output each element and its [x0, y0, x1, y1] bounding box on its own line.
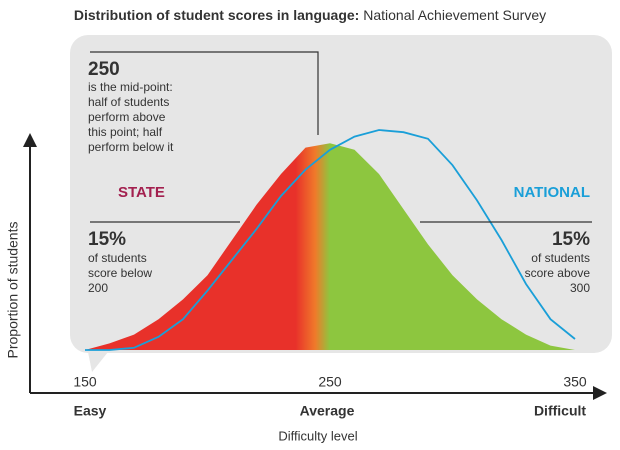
x-axis-label: Difficulty level	[278, 428, 357, 443]
x-tick-label: 250	[318, 374, 342, 390]
x-category-label: Easy	[74, 403, 107, 419]
subtitle: National Achievement Survey	[363, 7, 546, 23]
x-tick-label: 150	[73, 374, 97, 390]
annotation-headline: 15%	[552, 229, 590, 250]
annotation-text: is the mid-point:	[88, 80, 173, 94]
x-category-label: Difficult	[534, 403, 586, 419]
annotation-text: perform above	[88, 110, 166, 124]
callout-line	[90, 51, 319, 135]
annotation-headline: 15%	[88, 229, 126, 250]
state-area	[85, 143, 575, 350]
x-tick-label: 350	[563, 374, 587, 390]
annotation-text: score above	[525, 266, 591, 280]
y-axis-label: Proportion of students	[5, 222, 21, 359]
title-main: Distribution of student scores in langua…	[74, 7, 359, 23]
legend-label: STATE	[118, 184, 165, 201]
annotation-text: of students	[88, 251, 147, 265]
annotation-text: score below	[88, 266, 152, 280]
annotation-headline: 250	[88, 59, 120, 80]
annotation-text: 200	[88, 281, 108, 295]
annotation-text: of students	[531, 251, 590, 265]
panel-tail	[88, 352, 108, 372]
legend-label: NATIONAL	[514, 184, 590, 201]
title: Distribution of student scores in langua…	[74, 7, 546, 23]
annotation-text: this point; half	[88, 125, 163, 139]
x-category-label: Average	[300, 403, 355, 419]
annotation-text: perform below it	[88, 140, 174, 154]
national-line	[85, 129, 576, 351]
annotation-text: 300	[570, 281, 590, 295]
annotation-text: half of students	[88, 95, 169, 109]
